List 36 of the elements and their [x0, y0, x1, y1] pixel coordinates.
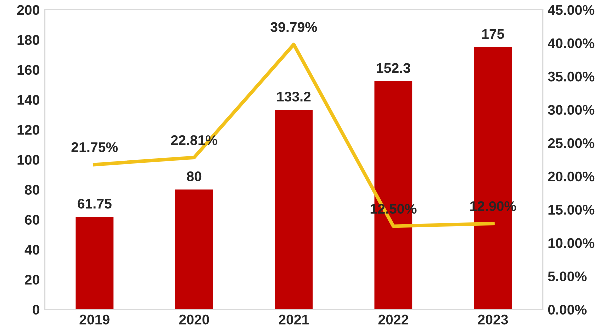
y-tick-label: 40	[24, 245, 40, 255]
y2-tick-label: 40.00%	[548, 38, 595, 48]
data-label: 39.79%	[270, 22, 318, 32]
y-tick-label: 180	[18, 35, 40, 46]
data-label: 133.2	[278, 92, 311, 102]
x-tick-label: 2022	[378, 314, 408, 325]
x-tick-label: 2019	[80, 314, 110, 325]
bar	[76, 217, 114, 310]
y-tick-label: 60	[25, 215, 40, 225]
y-tick-label: 100	[18, 155, 40, 166]
bar	[175, 190, 214, 310]
data-label: 80	[187, 172, 202, 182]
x-tick-label: 2020	[179, 314, 210, 325]
y2-tick-label: 5.00%	[548, 272, 587, 282]
y2-tick-label: 10.00%	[548, 238, 595, 248]
y2-tick-label: 20.00%	[548, 172, 595, 182]
x-tick-label: 2023	[478, 314, 508, 325]
y-tick-label: 160	[18, 65, 40, 76]
data-label: 152.3	[377, 63, 410, 74]
y2-tick-label: 15.00%	[548, 205, 595, 215]
y-tick-label: 20	[25, 275, 40, 285]
y2-tick-label: 30.00%	[548, 105, 595, 116]
y-tick-label: 120	[18, 125, 40, 136]
y2-tick-label: 0.00%	[548, 305, 587, 315]
data-label: 175	[482, 29, 504, 40]
bar	[275, 110, 313, 310]
y-tick-label: 0	[32, 305, 40, 315]
data-label: 61.75	[78, 199, 112, 209]
x-tick-label: 2021	[279, 314, 310, 325]
y2-tick-label: 25.00%	[548, 138, 595, 148]
y-tick-label: 80	[25, 185, 40, 195]
y2-tick-label: 35.00%	[548, 72, 595, 82]
y2-tick-label: 45.00%	[548, 5, 595, 16]
y-tick-label: 140	[18, 95, 40, 106]
data-label: 21.75%	[72, 142, 118, 152]
y-tick-label: 200	[17, 5, 40, 16]
